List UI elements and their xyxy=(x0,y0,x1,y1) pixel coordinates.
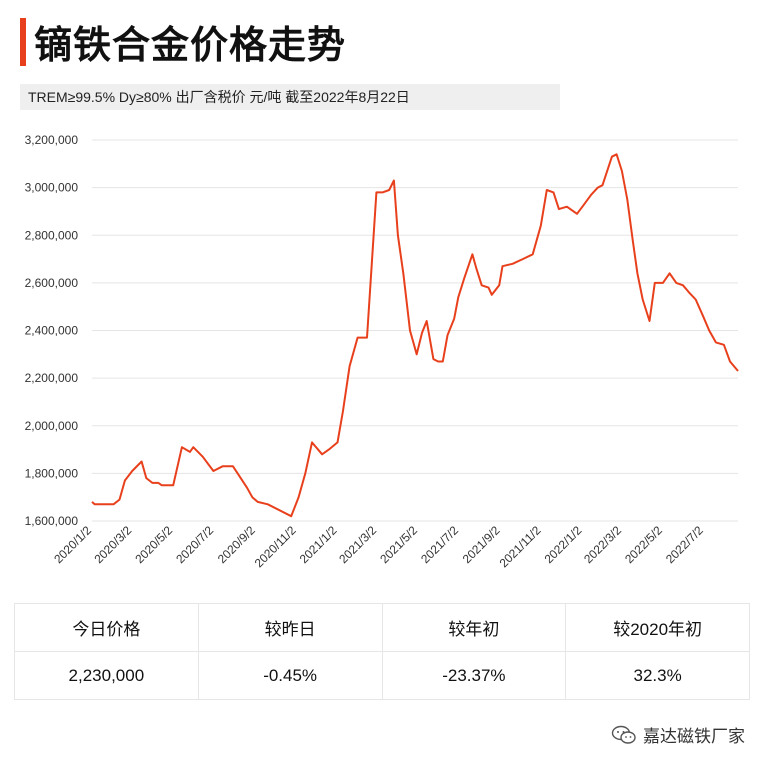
x-tick-label: 2022/5/2 xyxy=(622,523,665,566)
x-tick-label: 2020/1/2 xyxy=(51,523,94,566)
x-tick-label: 2020/11/2 xyxy=(252,523,299,570)
x-tick-label: 2021/11/2 xyxy=(497,523,544,570)
wechat-icon xyxy=(611,725,636,744)
stats-value-row: 2,230,000 -0.45% -23.37% 32.3% xyxy=(14,651,750,700)
y-tick-label: 2,200,000 xyxy=(25,371,79,385)
price-series-line xyxy=(91,153,739,518)
x-tick-label: 2022/1/2 xyxy=(542,523,585,566)
y-tick-label: 2,400,000 xyxy=(25,324,79,338)
x-tick-label: 2022/7/2 xyxy=(663,523,706,566)
x-tick-label: 2021/1/2 xyxy=(297,523,340,566)
price-line-chart: 1,600,000 1,800,000 2,000,000 2,200,000 2,40… xyxy=(25,133,739,570)
x-tick-label: 2021/7/2 xyxy=(418,523,461,566)
y-tick-label: 1,600,000 xyxy=(25,514,79,528)
stats-value-year-start: -23.37% xyxy=(381,651,567,700)
x-tick-label: 2021/3/2 xyxy=(336,523,379,566)
stats-value-2020-start: 32.3% xyxy=(565,651,750,700)
x-tick-label: 2022/3/2 xyxy=(581,523,624,566)
y-tick-label: 3,000,000 xyxy=(25,181,79,195)
x-tick-label: 2020/5/2 xyxy=(132,523,175,566)
y-tick-label: 2,000,000 xyxy=(25,419,79,433)
y-tick-label: 3,200,000 xyxy=(25,133,79,147)
x-tick-label: 2020/3/2 xyxy=(91,523,134,566)
watermark-text: 嘉达磁铁厂家 xyxy=(643,727,745,747)
stats-header-today: 今日价格 xyxy=(14,603,199,652)
y-tick-label: 2,600,000 xyxy=(25,276,79,290)
title-accent-bar xyxy=(20,18,26,66)
stats-header-row: 今日价格 较昨日 较年初 较2020年初 xyxy=(14,603,750,652)
chart-subtitle: TREM≥99.5% Dy≥80% 出厂含税价 元/吨 截至2022年8月22日 xyxy=(20,84,560,110)
y-tick-label: 1,800,000 xyxy=(25,466,79,480)
stats-header-yesterday: 较昨日 xyxy=(197,603,383,652)
stats-table: 今日价格 较昨日 较年初 较2020年初 2,230,000 -0.45% -2… xyxy=(14,603,750,700)
stats-header-year-start: 较年初 xyxy=(381,603,567,652)
stats-value-yesterday: -0.45% xyxy=(197,651,383,700)
x-tick-label: 2020/7/2 xyxy=(173,523,216,566)
x-tick-label: 2021/5/2 xyxy=(377,523,420,566)
watermark: 嘉达磁铁厂家 xyxy=(611,722,745,747)
page-title: 镝铁合金价格走势 xyxy=(34,23,347,67)
stats-header-2020-start: 较2020年初 xyxy=(565,603,750,652)
y-tick-label: 2,800,000 xyxy=(25,228,79,242)
stats-value-today: 2,230,000 xyxy=(14,651,199,700)
